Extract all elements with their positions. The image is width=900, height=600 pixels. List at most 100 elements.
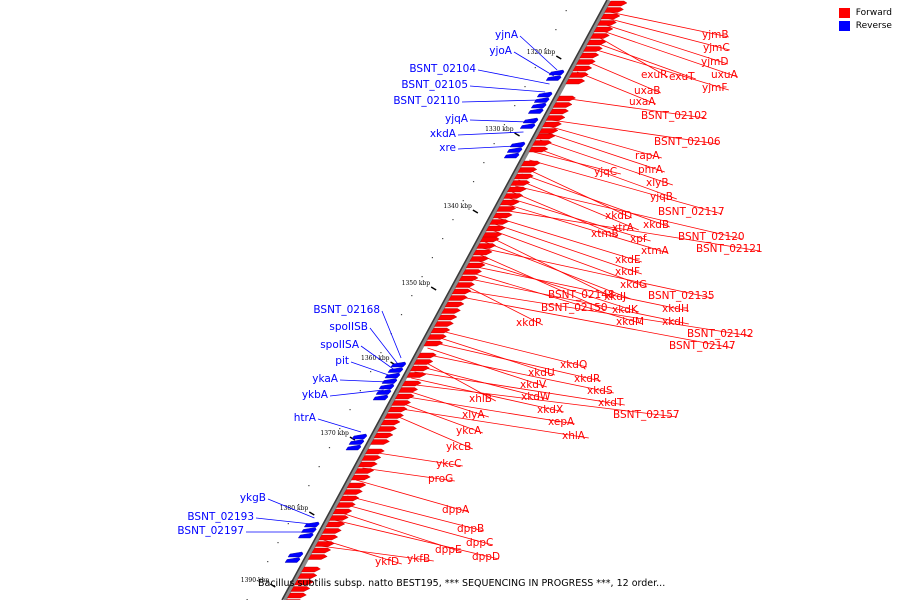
forward-gene-label[interactable]: dppB	[457, 523, 484, 535]
forward-gene-block	[357, 461, 378, 468]
forward-gene-label[interactable]: BSNT_02121	[696, 243, 763, 255]
forward-gene-label[interactable]: dppC	[466, 537, 493, 549]
minor-dot	[565, 10, 567, 12]
reverse-gene-label[interactable]: BSNT_02193	[187, 511, 254, 523]
legend-forward-label: Forward	[855, 8, 892, 18]
forward-gene-label[interactable]: xkdQ	[560, 359, 587, 371]
forward-gene-label[interactable]: xkdJ	[604, 291, 626, 303]
forward-gene-label[interactable]: xkdP	[516, 317, 541, 329]
reverse-gene-label[interactable]: yjqA	[445, 113, 469, 125]
forward-gene-label[interactable]: ykfD	[375, 556, 399, 568]
forward-gene-label[interactable]: yjmB	[702, 29, 729, 41]
reverse-leader-yjqA	[469, 119, 529, 123]
forward-gene-label[interactable]: BSNT_02120	[678, 231, 745, 243]
forward-gene-label[interactable]: yjmF	[702, 82, 727, 94]
forward-gene-label[interactable]: xkdW	[521, 391, 551, 403]
reverse-gene-block	[375, 389, 392, 395]
forward-gene-label[interactable]: xkdE	[615, 254, 641, 266]
forward-leader-xkdB	[521, 173, 670, 228]
reverse-gene-label[interactable]: ykaA	[312, 373, 339, 385]
reverse-gene-label[interactable]: BSNT_02105	[401, 79, 468, 91]
reverse-gene-label[interactable]: BSNT_02104	[409, 63, 476, 75]
forward-gene-label[interactable]: dppE	[435, 544, 462, 556]
forward-gene-label[interactable]: xkdG	[620, 279, 647, 291]
forward-gene-label[interactable]: xhlB	[469, 393, 492, 405]
forward-leader-dppB	[347, 495, 484, 532]
forward-gene-label[interactable]: xkdH	[662, 303, 689, 315]
forward-gene-label[interactable]: xtmA	[641, 245, 670, 257]
forward-gene-label[interactable]: BSNT_02148	[548, 289, 615, 301]
forward-gene-label[interactable]: xkdF	[615, 266, 640, 278]
forward-gene-label[interactable]: exuR	[641, 69, 667, 81]
reverse-gene-label[interactable]: xre	[439, 142, 456, 154]
forward-gene-label[interactable]: uxaB	[634, 85, 661, 97]
forward-gene-label[interactable]: BSNT_02135	[648, 290, 715, 302]
reverse-leader-BSNT_02105	[469, 85, 546, 93]
forward-gene-label[interactable]: xkdT	[598, 397, 624, 409]
forward-gene-label[interactable]: dppA	[442, 504, 470, 516]
forward-gene-label[interactable]: uxaA	[629, 96, 656, 108]
forward-leader-xkdE	[497, 217, 642, 263]
forward-gene-label[interactable]: xtrA	[612, 222, 635, 234]
reverse-gene-label[interactable]: xkdA	[430, 128, 457, 140]
forward-gene-label[interactable]: xlyA	[462, 409, 485, 421]
forward-gene-label[interactable]: exuT	[669, 71, 695, 83]
forward-gene-label[interactable]: xkdM	[616, 316, 644, 328]
forward-gene-block	[542, 121, 562, 128]
forward-leader-xkdR	[430, 341, 601, 382]
forward-gene-label[interactable]: xhlA	[562, 430, 586, 442]
reverse-gene-label[interactable]: yjnA	[495, 29, 519, 41]
legend-reverse: Reverse	[838, 21, 892, 31]
forward-gene-label[interactable]: BSNT_02150	[541, 302, 608, 314]
forward-gene-label[interactable]: BSNT_02102	[641, 110, 708, 122]
forward-gene-label[interactable]: xepA	[548, 416, 575, 428]
forward-gene-label[interactable]: phrA	[638, 164, 664, 176]
reverse-gene-label[interactable]: BSNT_02168	[313, 304, 380, 316]
forward-gene-label[interactable]: yjqC	[594, 166, 617, 178]
forward-gene-label[interactable]: uxuA	[711, 69, 739, 81]
forward-gene-label[interactable]: BSNT_02142	[687, 328, 754, 340]
reverse-leader-yjoA	[513, 51, 555, 77]
forward-gene-label[interactable]: yjmC	[703, 42, 730, 54]
reverse-gene-label[interactable]: BSNT_02197	[177, 525, 244, 537]
forward-gene-label[interactable]: xpf	[630, 233, 647, 245]
forward-gene-label[interactable]: xlyB	[646, 177, 669, 189]
forward-gene-label[interactable]: yjqB	[650, 191, 673, 203]
reverse-gene-label[interactable]: ykgB	[240, 492, 266, 504]
forward-gene-label[interactable]: xkdX	[537, 404, 563, 416]
forward-gene-label[interactable]: yjmD	[701, 56, 728, 68]
reverse-gene-label[interactable]: ykbA	[302, 389, 329, 401]
forward-gene-label[interactable]: rapA	[635, 150, 660, 162]
reverse-leader-BSNT_02193	[255, 517, 312, 525]
forward-gene-label[interactable]: ykcC	[436, 458, 461, 470]
forward-gene-label[interactable]: ykfB	[407, 553, 430, 565]
reverse-gene-label[interactable]: spoIISA	[320, 339, 360, 351]
forward-leader-uxaB	[583, 59, 661, 94]
reverse-gene-label[interactable]: yjoA	[489, 45, 513, 57]
reverse-gene-label[interactable]: BSNT_02110	[393, 95, 460, 107]
forward-gene-label[interactable]: xkdK	[612, 304, 639, 316]
reverse-gene-label[interactable]: htrA	[294, 412, 317, 424]
forward-gene-label[interactable]: xkdD	[605, 210, 632, 222]
forward-gene-label[interactable]: xkdR	[574, 373, 600, 385]
forward-gene-label[interactable]: BSNT_02117	[658, 206, 725, 218]
forward-gene-label[interactable]: BSNT_02106	[654, 136, 721, 148]
forward-gene-label[interactable]: dppD	[472, 551, 500, 563]
forward-gene-label[interactable]: ykcB	[446, 441, 471, 453]
reverse-gene-label[interactable]: spoIISB	[329, 321, 368, 333]
forward-gene-label[interactable]: ykcA	[456, 425, 482, 437]
forward-gene-label[interactable]: BSNT_02157	[613, 409, 680, 421]
forward-gene-label[interactable]: xkdV	[520, 379, 547, 391]
forward-gene-label[interactable]: xkdB	[643, 219, 669, 231]
forward-gene-label[interactable]: proG	[428, 473, 453, 485]
forward-gene-label[interactable]: xkdI	[662, 316, 684, 328]
forward-gene-label[interactable]: BSNT_02147	[669, 340, 736, 352]
forward-leader-xkdG	[491, 229, 647, 288]
forward-gene-label[interactable]: xkdU	[528, 367, 555, 379]
forward-gene-label[interactable]: xtmB	[591, 228, 619, 240]
forward-leader-xhlA	[394, 407, 589, 439]
minor-dot	[328, 447, 331, 449]
forward-gene-label[interactable]: xkdS	[587, 385, 613, 397]
reverse-gene-label[interactable]: pit	[335, 355, 349, 367]
reverse-gene-block	[351, 433, 368, 440]
